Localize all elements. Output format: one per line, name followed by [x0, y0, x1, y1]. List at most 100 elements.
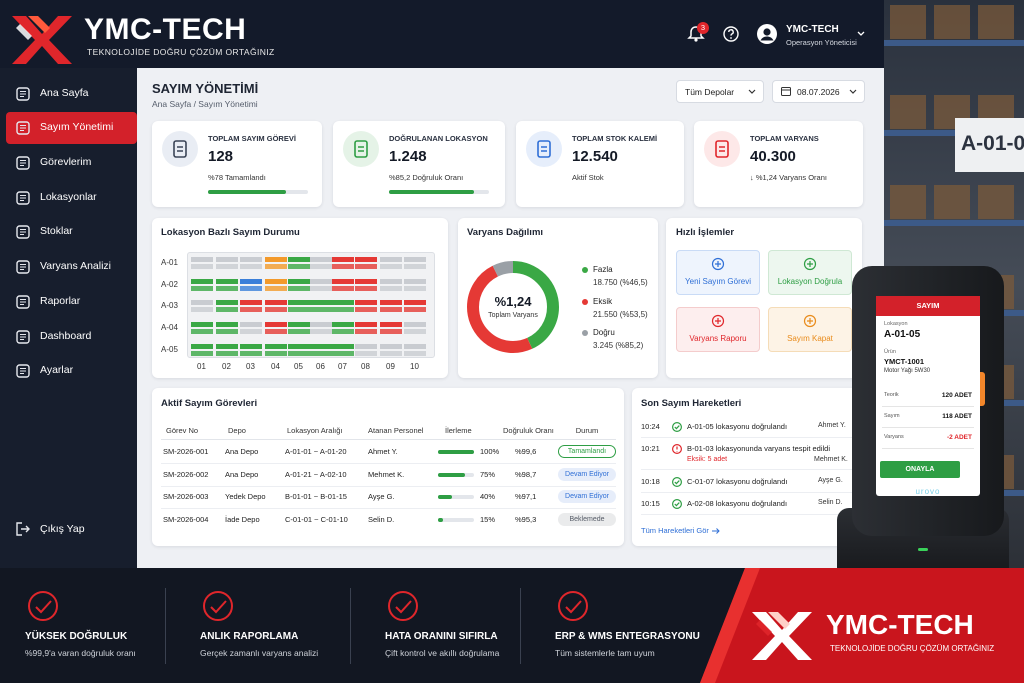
logout-icon-part	[21, 525, 30, 533]
heatmap-cell	[216, 286, 238, 291]
confirm-button[interactable]: ONAYLA	[880, 461, 960, 478]
quick-action[interactable]	[676, 250, 760, 295]
recent-user: Selin D.	[818, 499, 843, 506]
view-all-link[interactable]: Tüm Hareketleri Gör	[641, 526, 709, 535]
heatmap-cell	[355, 300, 377, 305]
date-filter[interactable]: 08.07.2026	[772, 80, 865, 103]
feature-icon	[558, 591, 588, 621]
heatmap-cell	[191, 351, 213, 356]
progress-fill	[438, 518, 444, 523]
sidebar-item[interactable]: Ana Sayfa	[40, 87, 89, 99]
notification-badge[interactable]: 3	[697, 22, 709, 34]
stat-icon-part	[343, 131, 379, 167]
shelf-box	[890, 95, 926, 129]
quick-icon	[803, 314, 817, 328]
sidebar-icon-part	[16, 330, 30, 344]
page-title: SAYIM YÖNETİMİ	[152, 81, 259, 96]
heatmap-cell	[310, 257, 332, 262]
heatmap-cell	[310, 307, 332, 312]
stat-icon-part	[719, 146, 725, 152]
table-header: İlerleme	[445, 426, 472, 435]
heatmap-cell	[332, 257, 354, 262]
heatmap-cell	[265, 300, 287, 305]
quick-label[interactable]: Lokasyon Doğrula	[777, 277, 843, 286]
recent-user: Ahmet Y.	[818, 422, 846, 429]
sidebar-item[interactable]: Sayım Yönetimi	[40, 121, 114, 133]
heatmap-cell	[380, 300, 402, 305]
recent-status-icon-part	[671, 498, 683, 510]
link-arrow	[712, 528, 720, 534]
quick-label[interactable]: Varyans Raporu	[689, 334, 747, 343]
progress-fill	[389, 190, 475, 194]
heatmap-cell	[380, 322, 402, 327]
row-label: A-03	[161, 301, 178, 310]
status-pill: Devam Ediyor	[558, 490, 616, 504]
quick-label[interactable]: Yeni Sayım Görevi	[685, 277, 751, 286]
heatmap-cell	[265, 257, 287, 262]
quick-label[interactable]: Sayım Kapat	[787, 334, 833, 343]
heatmap-cell	[240, 300, 262, 305]
table-divider	[641, 437, 853, 438]
quick-action[interactable]	[768, 250, 852, 295]
heatmap-cell	[404, 329, 426, 334]
table-cell: Ayşe G.	[368, 492, 395, 502]
stat-icon-part	[173, 140, 187, 158]
shelf-beam	[884, 40, 1024, 46]
heatmap-cell	[332, 279, 354, 284]
heatmap-cell	[332, 264, 354, 269]
heatmap-cell	[265, 264, 287, 269]
column-label: 05	[294, 362, 303, 371]
sidebar-active-bg	[6, 112, 137, 144]
logout[interactable]: Çıkış Yap	[40, 523, 85, 535]
table-divider	[641, 514, 853, 515]
legend-name: Doğru	[593, 328, 615, 337]
heatmap-cell	[404, 257, 426, 262]
feature-text: Tüm sistemlerle tam uyum	[555, 648, 655, 658]
stat-icon-part	[526, 131, 562, 167]
sidebar-icon-part	[20, 368, 26, 374]
legend-value: 18.750 (%46,5)	[593, 278, 648, 287]
recent-time: 10:24	[641, 422, 660, 431]
heatmap-cell	[404, 279, 426, 284]
heatmap-cell	[191, 300, 213, 305]
heatmap-cell	[191, 307, 213, 312]
recent-status-icon-part	[674, 502, 680, 507]
recent-time: 10:15	[641, 499, 660, 508]
sidebar-item[interactable]: Varyans Analizi	[40, 260, 112, 272]
sidebar-item[interactable]: Dashboard	[40, 330, 92, 342]
feature-title: HATA ORANINI SIFIRLA	[385, 631, 498, 642]
user-name: YMC-TECH	[786, 24, 839, 35]
feature-title: ERP & WMS ENTEGRASYONU	[555, 631, 700, 642]
donut-center-label: Toplam Varyans	[488, 312, 538, 319]
quick-action[interactable]	[768, 307, 852, 352]
sidebar-icon	[16, 330, 30, 344]
column-label: 01	[197, 362, 206, 371]
header	[0, 0, 1024, 68]
table-header: Görev No	[166, 426, 199, 435]
recent-status-icon	[671, 443, 683, 455]
sidebar-icon-part	[20, 91, 26, 97]
recent-detail: Eksik: 5 adet	[687, 456, 728, 463]
quick-icon-part	[711, 257, 725, 271]
sidebar-item[interactable]: Görevlerim	[40, 156, 92, 168]
sidebar-item[interactable]: Raporlar	[40, 295, 81, 307]
brand-logo-part	[16, 24, 32, 40]
feature-icon-part	[203, 591, 233, 621]
warehouse-filter[interactable]: Tüm Depolar	[676, 80, 764, 103]
notification-bell-part	[694, 38, 698, 42]
heatmap-cell	[332, 307, 354, 312]
legend-dot	[582, 330, 588, 336]
sidebar-item[interactable]: Lokasyonlar	[40, 191, 97, 203]
feature-icon-part	[395, 600, 412, 614]
sidebar-icon	[16, 364, 30, 378]
recent-status-icon	[671, 498, 683, 510]
sidebar-item[interactable]: Stoklar	[40, 225, 73, 237]
quick-action[interactable]	[676, 307, 760, 352]
sidebar-icon	[16, 260, 30, 274]
status-pill: Devam Ediyor	[558, 467, 616, 481]
footer-tagline: TEKNOLOJİDE DOĞRU ÇÖZÜM ORTAĞINIZ	[830, 644, 995, 653]
card-title: Varyans Dağılımı	[467, 227, 544, 238]
heatmap-cell	[191, 344, 213, 349]
heatmap-cell	[265, 329, 287, 334]
sidebar-item[interactable]: Ayarlar	[40, 364, 74, 376]
